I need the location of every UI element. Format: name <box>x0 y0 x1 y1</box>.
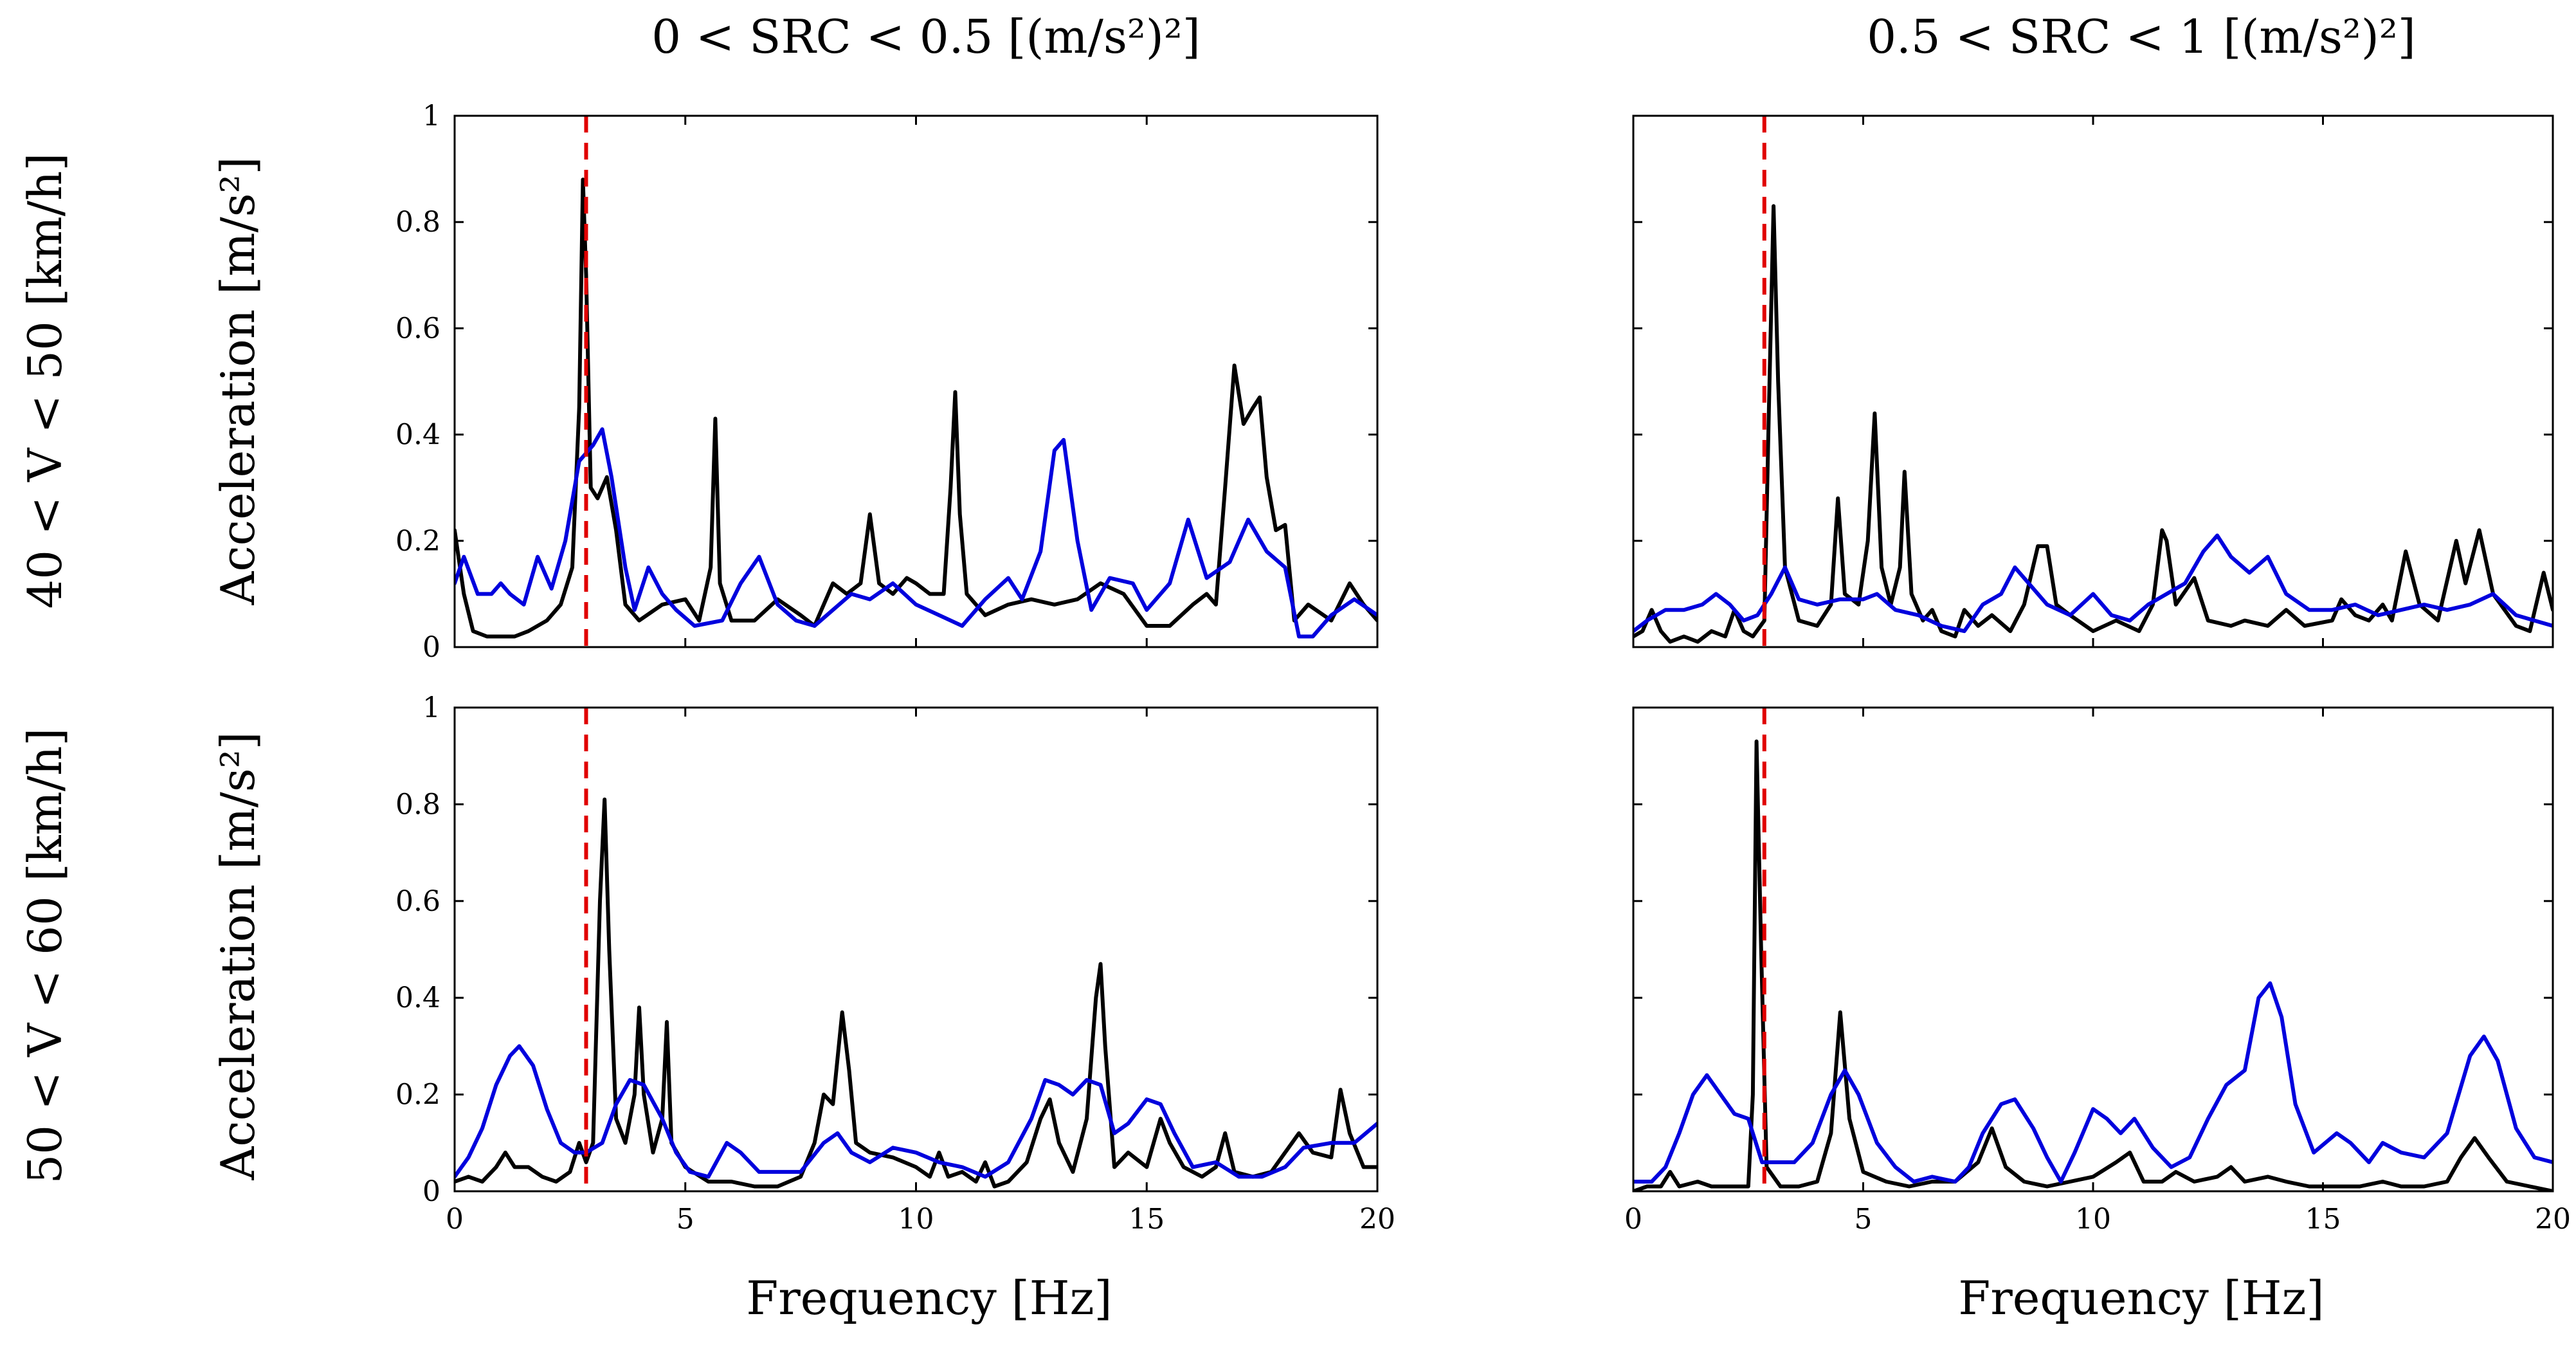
y-tick-label: 0.6 <box>395 312 440 345</box>
row-label-top: 40 < V < 50 [km/h] <box>18 152 72 608</box>
series-line-blue_series <box>455 1044 1377 1179</box>
panel-top-right <box>1632 114 2554 648</box>
x-tick-label: 10 <box>2075 1203 2111 1236</box>
y-tick-label: 0.2 <box>395 525 440 558</box>
ylabel-bottom: Acceleration [m/s²] <box>211 731 265 1180</box>
y-tick-label: 0.2 <box>395 1079 440 1112</box>
panel-top-left: 0 0.2 0.4 0.6 0.8 1 <box>395 100 1379 664</box>
y-tick-label: 0.4 <box>395 982 440 1014</box>
series-line-blue_series <box>455 427 1377 639</box>
column-title-right: 0.5 < SRC < 1 [(m/s²)²] <box>1867 10 2416 64</box>
x-tick-label: 10 <box>898 1203 934 1236</box>
y-tick-label: 1 <box>422 691 440 724</box>
y-tick-label: 0.6 <box>395 885 440 918</box>
plot-area-frame <box>1632 706 2554 1193</box>
x-tick-label: 0 <box>1624 1203 1642 1236</box>
series-line-blue_series <box>1633 981 2553 1184</box>
column-title-left: 0 < SRC < 0.5 [(m/s²)²] <box>651 10 1201 64</box>
y-tick-label: 0.4 <box>395 419 440 452</box>
y-tick-label: 1 <box>422 100 440 133</box>
x-tick-label: 20 <box>2535 1203 2571 1236</box>
y-tick-label: 0.8 <box>395 788 440 821</box>
plot-area-frame <box>453 114 1379 648</box>
series-line-black_series <box>1633 739 2553 1191</box>
plot-border <box>1632 114 2554 648</box>
row-label-bottom: 50 < V < 60 [km/h] <box>18 727 72 1184</box>
y-tick-label: 0 <box>422 631 440 664</box>
x-tick-label: 5 <box>1855 1203 1873 1236</box>
xlabel-left: Frequency [Hz] <box>746 1271 1112 1325</box>
plot-border <box>453 706 1379 1193</box>
x-tick-label: 0 <box>446 1203 464 1236</box>
panel-bottom-right: 0 5 10 15 20 <box>1624 706 2571 1236</box>
series-line-black_series <box>455 178 1377 639</box>
y-tick-label: 0 <box>422 1175 440 1208</box>
x-tick-label: 15 <box>1129 1203 1165 1236</box>
series-line-black_series <box>455 797 1377 1189</box>
x-tick-label: 20 <box>1359 1203 1395 1236</box>
x-tick-label: 15 <box>2305 1203 2341 1236</box>
y-tick-label: 0.8 <box>395 206 440 239</box>
plot-border <box>1632 706 2554 1193</box>
plot-border <box>453 114 1379 648</box>
xlabel-right: Frequency [Hz] <box>1958 1271 2324 1325</box>
ylabel-top: Acceleration [m/s²] <box>211 156 265 605</box>
panel-bottom-left: 0 5 10 15 20 0 0.2 0.4 0.6 0.8 1 <box>395 691 1395 1236</box>
x-tick-label: 5 <box>676 1203 694 1236</box>
series-line-blue_series <box>1633 533 2553 634</box>
